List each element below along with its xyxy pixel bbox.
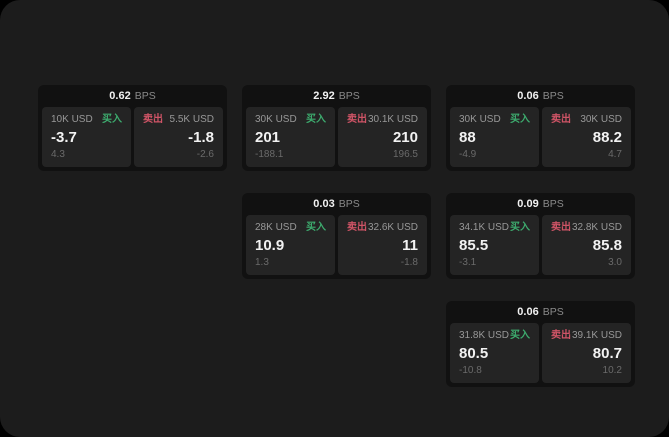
sell-price-value: 88.2 xyxy=(592,129,622,146)
card-body: 30K USD 买入 88 -4.9 卖出 30K USD 88.2 4.7 xyxy=(446,107,635,171)
cards-grid: 0.62 BPS 10K USD 买入 -3.7 4.3 卖出 5.5K USD xyxy=(38,85,635,387)
bps-value: 2.92 xyxy=(313,90,335,102)
buy-side-label: 买入 xyxy=(510,114,530,125)
bps-value: 0.09 xyxy=(517,198,539,210)
card-body: 31.8K USD 买入 80.5 -10.8 卖出 39.1K USD 80.… xyxy=(446,323,635,387)
bps-value: 0.03 xyxy=(313,198,335,210)
sell-side-label: 卖出 xyxy=(347,114,367,125)
sell-price-value: 85.8 xyxy=(592,237,622,254)
buy-panel[interactable]: 31.8K USD 买入 80.5 -10.8 xyxy=(450,323,539,383)
sell-size-label: 32.8K USD xyxy=(571,222,622,233)
sell-change-value: 10.2 xyxy=(602,365,622,376)
bps-unit-label: BPS xyxy=(338,198,360,210)
bps-header: 0.09 BPS xyxy=(446,193,635,215)
spread-card: 0.62 BPS 10K USD 买入 -3.7 4.3 卖出 5.5K USD xyxy=(38,85,227,171)
buy-change-value: 1.3 xyxy=(255,257,269,268)
buy-price-value: 201 xyxy=(255,129,281,146)
sell-price-value: 210 xyxy=(392,129,418,146)
spread-card: 0.09 BPS 34.1K USD 买入 85.5 -3.1 卖出 32.8K… xyxy=(446,193,635,279)
buy-size-label: 30K USD xyxy=(255,114,297,125)
bps-header: 0.03 BPS xyxy=(242,193,431,215)
buy-change-value: -3.1 xyxy=(459,257,477,268)
bps-value: 0.06 xyxy=(517,306,539,318)
buy-side-label: 买入 xyxy=(102,114,122,125)
sell-change-value: 3.0 xyxy=(608,257,622,268)
bps-unit-label: BPS xyxy=(542,90,564,102)
buy-panel[interactable]: 10K USD 买入 -3.7 4.3 xyxy=(42,107,131,167)
card-body: 28K USD 买入 10.9 1.3 卖出 32.6K USD 11 -1.8 xyxy=(242,215,431,279)
sell-change-value: 4.7 xyxy=(608,149,622,160)
buy-price-value: 80.5 xyxy=(459,345,489,362)
bps-header: 2.92 BPS xyxy=(242,85,431,107)
spread-card: 0.06 BPS 30K USD 买入 88 -4.9 卖出 30K USD xyxy=(446,85,635,171)
sell-side-label: 卖出 xyxy=(143,114,163,125)
sell-size-label: 39.1K USD xyxy=(571,330,622,341)
bps-value: 0.06 xyxy=(517,90,539,102)
sell-change-value: -2.6 xyxy=(196,149,214,160)
buy-panel[interactable]: 30K USD 买入 201 -188.1 xyxy=(246,107,335,167)
bps-header: 0.06 BPS xyxy=(446,85,635,107)
bps-unit-label: BPS xyxy=(542,198,564,210)
buy-size-label: 30K USD xyxy=(459,114,501,125)
bps-header: 0.62 BPS xyxy=(38,85,227,107)
buy-price-value: 88 xyxy=(459,129,476,146)
sell-price-value: 11 xyxy=(402,237,418,254)
sell-size-label: 32.6K USD xyxy=(367,222,418,233)
buy-price-value: -3.7 xyxy=(51,129,77,146)
sell-change-value: -1.8 xyxy=(400,257,418,268)
bps-header: 0.06 BPS xyxy=(446,301,635,323)
sell-panel[interactable]: 卖出 32.8K USD 85.8 3.0 xyxy=(542,215,631,275)
bps-value: 0.62 xyxy=(109,90,131,102)
buy-panel[interactable]: 28K USD 买入 10.9 1.3 xyxy=(246,215,335,275)
sell-side-label: 卖出 xyxy=(551,222,571,233)
bps-unit-label: BPS xyxy=(542,306,564,318)
sell-side-label: 卖出 xyxy=(347,222,367,233)
buy-size-label: 34.1K USD xyxy=(459,222,510,233)
buy-side-label: 买入 xyxy=(510,330,530,341)
buy-size-label: 28K USD xyxy=(255,222,297,233)
sell-panel[interactable]: 卖出 30K USD 88.2 4.7 xyxy=(542,107,631,167)
bps-unit-label: BPS xyxy=(134,90,156,102)
card-body: 10K USD 买入 -3.7 4.3 卖出 5.5K USD -1.8 -2.… xyxy=(38,107,227,171)
sell-panel[interactable]: 卖出 30.1K USD 210 196.5 xyxy=(338,107,427,167)
card-body: 34.1K USD 买入 85.5 -3.1 卖出 32.8K USD 85.8… xyxy=(446,215,635,279)
sell-change-value: 196.5 xyxy=(392,149,418,160)
sell-side-label: 卖出 xyxy=(551,330,571,341)
spread-card: 2.92 BPS 30K USD 买入 201 -188.1 卖出 30.1K … xyxy=(242,85,431,171)
buy-side-label: 买入 xyxy=(306,222,326,233)
buy-change-value: -188.1 xyxy=(255,149,284,160)
buy-change-value: -4.9 xyxy=(459,149,477,160)
sell-size-label: 30.1K USD xyxy=(367,114,418,125)
buy-price-value: 85.5 xyxy=(459,237,489,254)
sell-panel[interactable]: 卖出 5.5K USD -1.8 -2.6 xyxy=(134,107,223,167)
buy-price-value: 10.9 xyxy=(255,237,285,254)
card-body: 30K USD 买入 201 -188.1 卖出 30.1K USD 210 1… xyxy=(242,107,431,171)
sell-size-label: 30K USD xyxy=(580,114,622,125)
buy-size-label: 31.8K USD xyxy=(459,330,510,341)
sell-panel[interactable]: 卖出 32.6K USD 11 -1.8 xyxy=(338,215,427,275)
buy-panel[interactable]: 30K USD 买入 88 -4.9 xyxy=(450,107,539,167)
buy-change-value: -10.8 xyxy=(459,365,482,376)
buy-size-label: 10K USD xyxy=(51,114,93,125)
sell-panel[interactable]: 卖出 39.1K USD 80.7 10.2 xyxy=(542,323,631,383)
buy-change-value: 4.3 xyxy=(51,149,65,160)
sell-price-value: -1.8 xyxy=(188,129,214,146)
bps-unit-label: BPS xyxy=(338,90,360,102)
buy-side-label: 买入 xyxy=(510,222,530,233)
buy-panel[interactable]: 34.1K USD 买入 85.5 -3.1 xyxy=(450,215,539,275)
buy-side-label: 买入 xyxy=(306,114,326,125)
spread-card: 0.03 BPS 28K USD 买入 10.9 1.3 卖出 32.6K US… xyxy=(242,193,431,279)
sell-side-label: 卖出 xyxy=(551,114,571,125)
sell-size-label: 5.5K USD xyxy=(169,114,214,125)
sell-price-value: 80.7 xyxy=(592,345,622,362)
spread-card: 0.06 BPS 31.8K USD 买入 80.5 -10.8 卖出 39.1… xyxy=(446,301,635,387)
